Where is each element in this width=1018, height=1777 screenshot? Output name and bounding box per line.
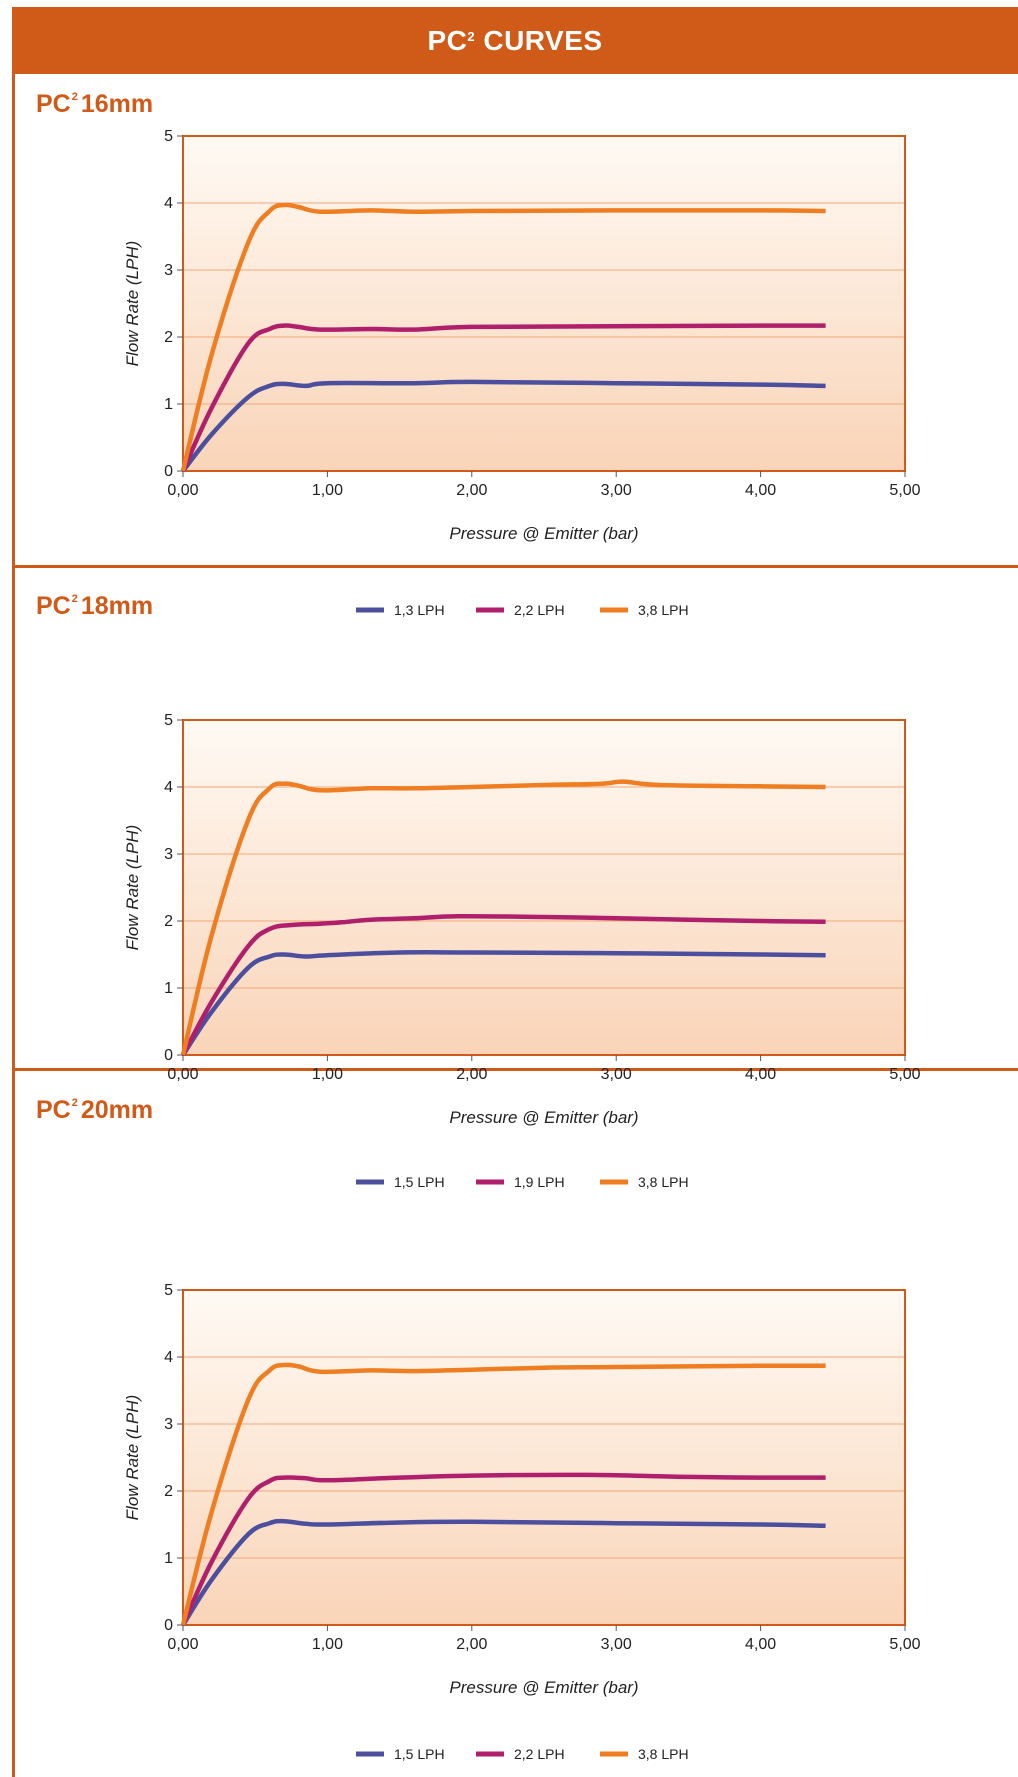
- series-line-3: [180, 202, 826, 472]
- panel-title-superscript: 2: [71, 1097, 78, 1109]
- x-tick-label: 4,00: [745, 1636, 776, 1653]
- x-axis-title: Pressure @ Emitter (bar): [449, 1108, 638, 1127]
- series-line-3: [180, 1362, 826, 1626]
- legend-label: 2,2 LPH: [514, 602, 565, 618]
- x-tick-label: 1,00: [312, 1066, 343, 1083]
- panel-divider: [12, 1068, 1018, 1071]
- y-axis-title: Flow Rate (LPH): [123, 241, 142, 367]
- legend-label: 3,8 LPH: [638, 1746, 689, 1762]
- plot-frame: [182, 1289, 906, 1626]
- series-line-1: [181, 950, 826, 1057]
- x-tick-label: 2,00: [456, 1636, 487, 1653]
- panel-title-size: 20mm: [80, 1096, 154, 1124]
- legend-label: 1,5 LPH: [394, 1746, 445, 1762]
- plot-frame: [182, 719, 906, 1056]
- x-tick-label: 4,00: [745, 482, 776, 499]
- legend-label: 1,5 LPH: [394, 1174, 445, 1190]
- panel-title-18mm: PC2 18mm: [36, 592, 153, 621]
- legend-label: 3,8 LPH: [638, 602, 689, 618]
- y-tick-label: 2: [164, 329, 173, 346]
- x-tick-label: 3,00: [601, 482, 632, 499]
- series-line-1: [181, 379, 826, 473]
- panel-divider: [12, 565, 1018, 568]
- y-tick-label: 2: [164, 913, 173, 930]
- series-line-3: [180, 779, 826, 1056]
- x-tick-label: 3,00: [601, 1066, 632, 1083]
- plot-area: [183, 136, 905, 471]
- plot-frame: [182, 135, 906, 472]
- panel-title-superscript: 2: [71, 593, 78, 605]
- y-tick-label: 0: [164, 1617, 173, 1634]
- y-tick-label: 3: [164, 262, 173, 279]
- page-title: PC2 CURVES: [12, 7, 1018, 74]
- legend-label: 3,8 LPH: [638, 1174, 689, 1190]
- y-axis-title: Flow Rate (LPH): [123, 825, 142, 951]
- x-tick-label: 5,00: [889, 482, 920, 499]
- panel-title-size: 18mm: [80, 592, 154, 620]
- y-tick-label: 5: [164, 1282, 173, 1299]
- legend-label: 2,2 LPH: [514, 1746, 565, 1762]
- panel-title-superscript: 2: [71, 91, 78, 103]
- series-line-2: [180, 323, 826, 472]
- page-title-main: PC: [427, 25, 468, 56]
- legend-label: 1,9 LPH: [514, 1174, 565, 1190]
- x-tick-label: 4,00: [745, 1066, 776, 1083]
- y-tick-label: 1: [164, 1550, 173, 1567]
- panel-title-main: PC: [36, 592, 71, 620]
- x-tick-label: 1,00: [312, 482, 343, 499]
- x-tick-label: 0,00: [167, 482, 198, 499]
- x-tick-label: 2,00: [456, 482, 487, 499]
- y-tick-label: 3: [164, 846, 173, 863]
- left-border: [12, 74, 15, 1777]
- y-tick-label: 4: [164, 195, 173, 212]
- panel-title-main: PC: [36, 90, 71, 118]
- x-tick-label: 1,00: [312, 1636, 343, 1653]
- x-tick-label: 5,00: [889, 1636, 920, 1653]
- panel-title-20mm: PC2 20mm: [36, 1096, 153, 1125]
- panel-title-size: 16mm: [80, 90, 154, 118]
- y-tick-label: 4: [164, 779, 173, 796]
- y-tick-label: 1: [164, 980, 173, 997]
- page-title-rest: CURVES: [483, 25, 603, 56]
- plot-area: [183, 720, 905, 1055]
- y-tick-label: 0: [164, 463, 173, 480]
- series-line-2: [181, 914, 826, 1057]
- x-axis-title: Pressure @ Emitter (bar): [449, 524, 638, 543]
- page-title-superscript: 2: [467, 29, 476, 44]
- y-tick-label: 0: [164, 1047, 173, 1064]
- panel-title-main: PC: [36, 1096, 71, 1124]
- x-tick-label: 5,00: [889, 1066, 920, 1083]
- plot-area: [183, 1290, 905, 1625]
- series-line-2: [180, 1472, 826, 1626]
- y-tick-label: 3: [164, 1416, 173, 1433]
- legend-label: 1,3 LPH: [394, 602, 445, 618]
- x-axis-title: Pressure @ Emitter (bar): [449, 1678, 638, 1697]
- panel-title-16mm: PC2 16mm: [36, 90, 153, 119]
- x-tick-label: 0,00: [167, 1066, 198, 1083]
- x-tick-label: 2,00: [456, 1066, 487, 1083]
- y-tick-label: 1: [164, 396, 173, 413]
- series-line-1: [181, 1518, 826, 1627]
- y-tick-label: 5: [164, 128, 173, 145]
- y-axis-title: Flow Rate (LPH): [123, 1395, 142, 1521]
- y-tick-label: 4: [164, 1349, 173, 1366]
- y-tick-label: 5: [164, 712, 173, 729]
- y-tick-label: 2: [164, 1483, 173, 1500]
- x-tick-label: 3,00: [601, 1636, 632, 1653]
- x-tick-label: 0,00: [167, 1636, 198, 1653]
